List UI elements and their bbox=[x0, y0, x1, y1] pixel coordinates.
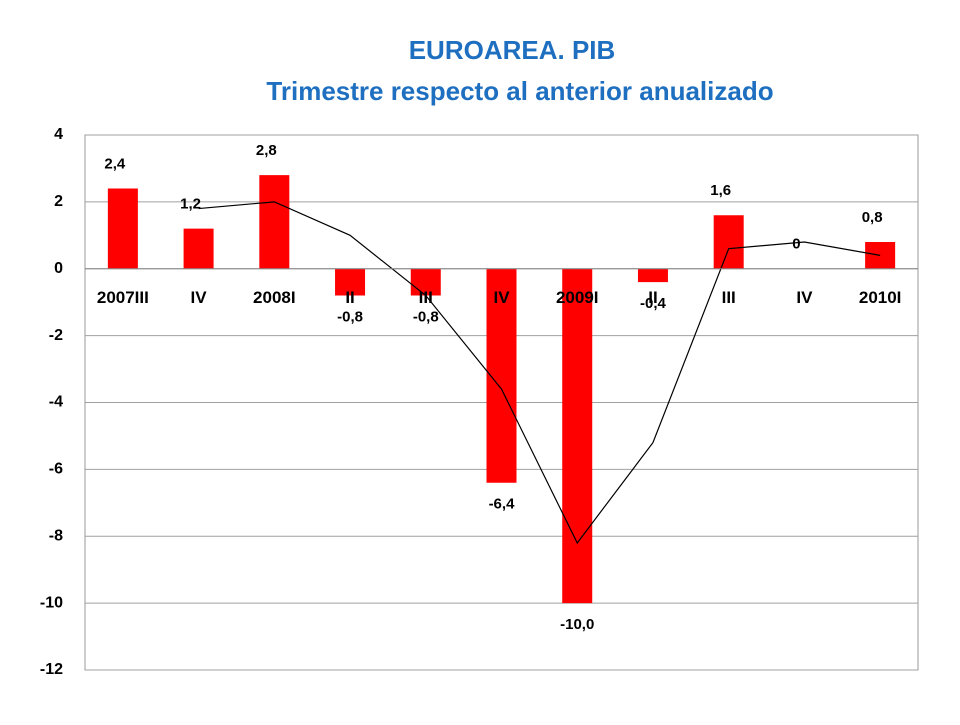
y-tick-label: -8 bbox=[49, 527, 63, 544]
data-label: 0,8 bbox=[862, 209, 883, 226]
chart-subtitle: Trimestre respecto al anterior anualizad… bbox=[266, 76, 773, 106]
x-tick-label: II bbox=[345, 288, 354, 307]
data-label: -0,4 bbox=[640, 295, 667, 312]
x-tick-label: 2008I bbox=[253, 288, 296, 307]
data-label: 2,4 bbox=[104, 155, 126, 172]
x-tick-label: 2009I bbox=[556, 288, 599, 307]
y-tick-label: -2 bbox=[49, 327, 63, 344]
data-label: -10,0 bbox=[560, 616, 594, 633]
y-tick-label: -10 bbox=[40, 594, 63, 611]
x-tick-label: 2010I bbox=[859, 288, 902, 307]
bar bbox=[107, 188, 138, 269]
chart-title: EUROAREA. PIB bbox=[409, 35, 616, 65]
y-tick-label: -6 bbox=[49, 461, 63, 478]
y-tick-label: 4 bbox=[54, 126, 63, 143]
data-label: 2,8 bbox=[256, 142, 277, 159]
data-label: 0 bbox=[792, 236, 800, 253]
x-tick-label: III bbox=[419, 288, 433, 307]
bar bbox=[562, 268, 593, 604]
line bbox=[198, 201, 881, 545]
bar bbox=[335, 268, 366, 296]
bar bbox=[410, 268, 441, 296]
bar bbox=[259, 175, 290, 269]
y-tick-label: 2 bbox=[54, 193, 63, 210]
x-tick-label: IV bbox=[191, 288, 208, 307]
x-tick-label: III bbox=[722, 288, 736, 307]
bar bbox=[637, 268, 668, 283]
data-label: -0,8 bbox=[413, 308, 439, 325]
bar bbox=[486, 268, 517, 483]
data-label: 1,6 bbox=[710, 182, 731, 199]
bar bbox=[183, 228, 214, 269]
data-label: 1,2 bbox=[180, 196, 201, 213]
x-tick-label: IV bbox=[796, 288, 813, 307]
y-tick-label: -12 bbox=[40, 661, 63, 678]
data-label: -6,4 bbox=[489, 496, 516, 513]
y-tick-label: -4 bbox=[49, 394, 63, 411]
bar bbox=[713, 215, 744, 269]
y-tick-label: 0 bbox=[54, 260, 63, 277]
x-tick-label: II bbox=[648, 288, 657, 307]
x-tick-label: 2007III bbox=[97, 288, 149, 307]
x-tick-label: IV bbox=[493, 288, 510, 307]
data-label: -0,8 bbox=[337, 308, 363, 325]
